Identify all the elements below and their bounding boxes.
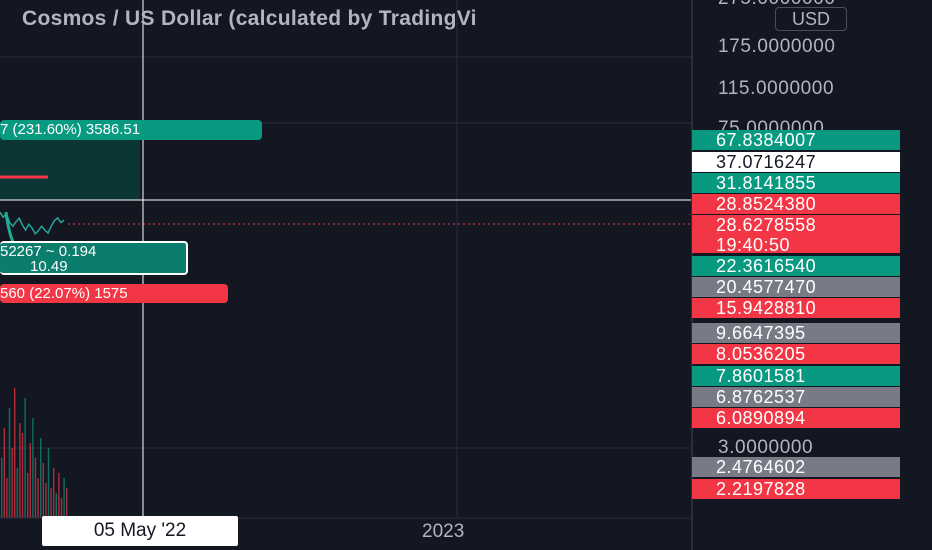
price-tag-value: 67.8384007 <box>716 130 817 150</box>
profit-label[interactable]: 7 (231.60%) 3586.51 <box>0 120 262 140</box>
volume-bar <box>34 458 37 518</box>
volume-bar <box>45 483 47 518</box>
price-tag-value: 31.8141855 <box>716 173 817 193</box>
price-tag: 20.4577470 <box>692 277 900 297</box>
price-tag-value: 37.0716247 <box>716 152 817 172</box>
price-tag: 6.8762537 <box>692 387 900 407</box>
volume-bar <box>50 488 52 518</box>
price-tag-value: 6.0890894 <box>716 408 806 428</box>
price-tag-value: 9.6647395 <box>716 323 806 343</box>
measure-label[interactable]: 52267 ~ 0.194 10.49 <box>0 241 188 275</box>
price-tag: 2.2197828 <box>692 479 900 499</box>
price-tick: 175.0000000 <box>718 36 836 57</box>
volume-bars <box>1 388 68 518</box>
price-series <box>0 211 65 236</box>
volume-bar <box>29 443 31 518</box>
volume-bar <box>3 428 5 518</box>
price-tag: 6.0890894 <box>692 408 900 428</box>
profit-label-text: 7 (231.60%) 3586.51 <box>0 121 141 138</box>
chart-title: Cosmos / US Dollar (calculated by Tradin… <box>22 7 477 30</box>
price-tag-value: 2.4764602 <box>716 457 806 477</box>
price-tag-value: 22.3616540 <box>716 256 817 276</box>
price-tag: 67.8384007 <box>692 130 900 150</box>
volume-bar <box>24 398 26 518</box>
volume-bar <box>21 433 24 518</box>
price-tag-value: 6.8762537 <box>716 387 806 407</box>
measure-label-line1: 52267 ~ 0.194 <box>0 243 97 260</box>
price-tag: 15.9428810 <box>692 298 900 318</box>
price-tag-value: 28.8524380 <box>716 194 817 214</box>
price-tag: 31.8141855 <box>692 173 900 193</box>
volume-bar <box>40 438 42 518</box>
volume-bar <box>42 463 44 518</box>
crosshair-date-label: 05 May '22 <box>42 516 238 546</box>
price-tag: 28.8524380 <box>692 194 900 214</box>
loss-label[interactable]: 560 (22.07%) 1575 <box>0 284 228 303</box>
profit-zone[interactable] <box>0 128 140 200</box>
volume-bar <box>8 408 11 518</box>
price-tag: 37.0716247 <box>692 152 900 172</box>
volume-bar <box>16 468 18 518</box>
volume-bar <box>47 448 50 518</box>
price-tag: 28.6278558 19:40:50 <box>692 215 900 255</box>
volume-bar <box>58 473 60 518</box>
price-tick: 115.0000000 <box>718 78 835 99</box>
volume-bar <box>60 498 63 518</box>
price-tag-value: 7.8601581 <box>716 366 806 386</box>
loss-label-text: 560 (22.07%) 1575 <box>0 285 128 302</box>
price-tag-value: 2.2197828 <box>716 479 806 499</box>
volume-bar <box>55 493 57 518</box>
volume-bar <box>66 488 68 518</box>
volume-bar <box>63 478 65 518</box>
volume-bar <box>11 448 13 518</box>
price-tick: 3.0000000 <box>718 437 814 458</box>
measure-label-line2: 10.49 <box>30 258 68 275</box>
price-tag-value: 20.4577470 <box>716 277 817 297</box>
volume-bar <box>27 473 29 518</box>
volume-bar <box>53 468 55 518</box>
price-tag: 22.3616540 <box>692 256 900 276</box>
currency-button[interactable]: USD <box>775 7 847 31</box>
price-tag-value: 15.9428810 <box>716 298 817 318</box>
price-tick: 275.0000000 <box>718 0 836 10</box>
countdown-timer: 19:40:50 <box>716 235 791 255</box>
price-tag-value: 8.0536205 <box>716 344 806 364</box>
time-axis-label: 2023 <box>422 521 465 542</box>
volume-bar <box>1 458 3 518</box>
volume-bar <box>14 388 16 518</box>
price-tag-value: 28.6278558 <box>716 215 817 235</box>
price-tag: 2.4764602 <box>692 457 900 477</box>
volume-bar <box>19 423 21 518</box>
price-tag: 7.8601581 <box>692 366 900 386</box>
price-tag: 8.0536205 <box>692 344 900 364</box>
volume-bar <box>6 478 8 518</box>
volume-bar <box>32 418 34 518</box>
volume-bar <box>37 478 39 518</box>
price-line <box>0 211 65 236</box>
price-tag: 9.6647395 <box>692 323 900 343</box>
